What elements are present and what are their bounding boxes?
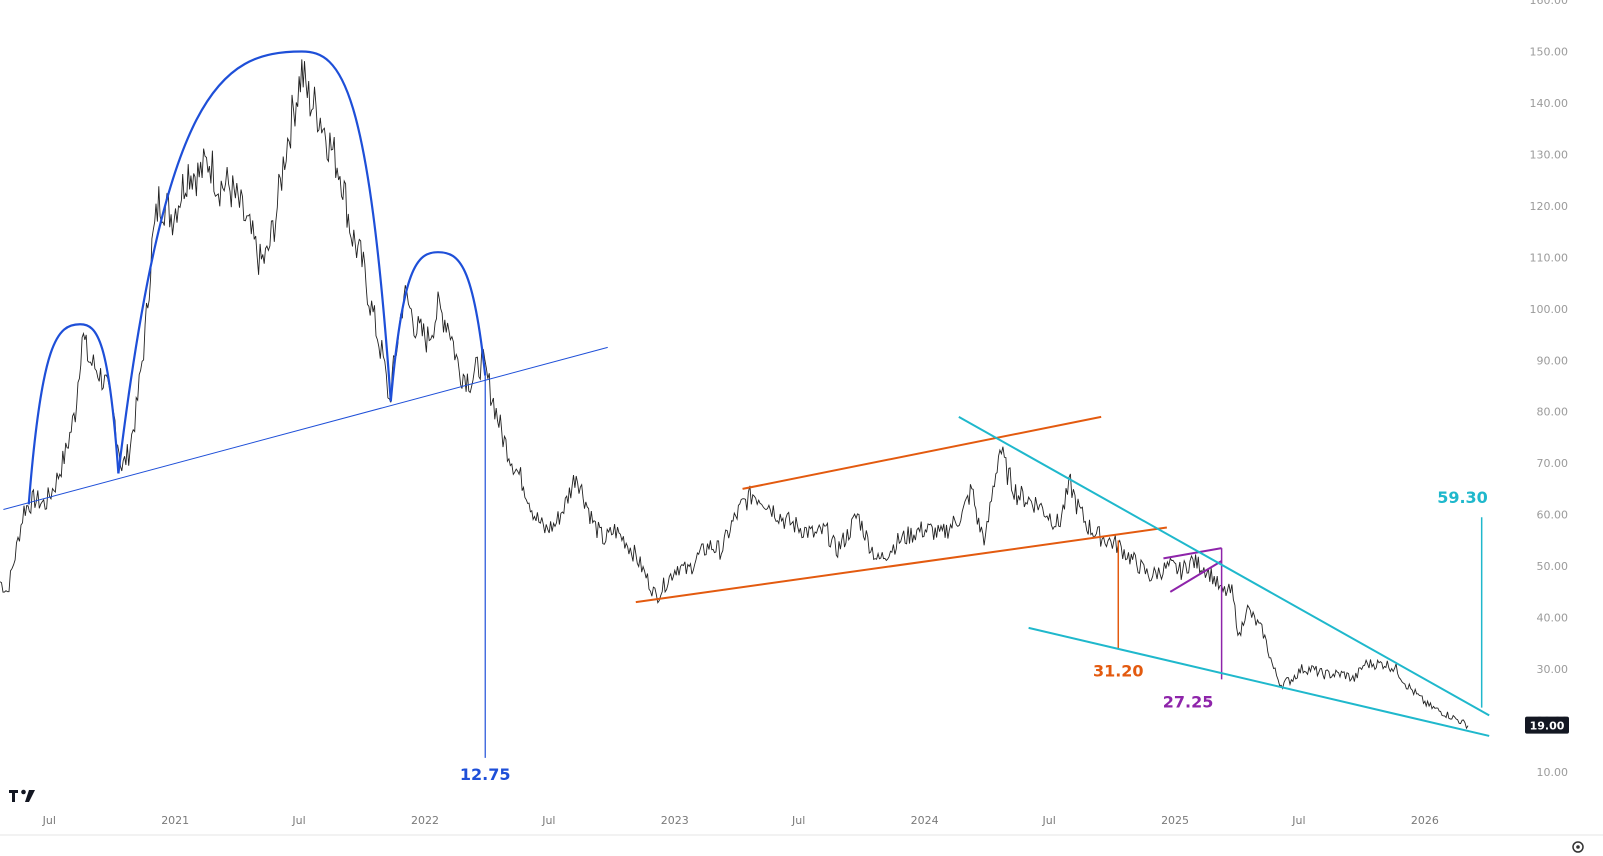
x-tick-label: Jul <box>791 814 805 827</box>
y-tick-label: 10.00 <box>1537 766 1569 779</box>
hs-arc-3[interactable] <box>389 251 487 402</box>
y-tick-label: 50.00 <box>1537 560 1569 573</box>
y-tick-label: 60.00 <box>1537 509 1569 522</box>
hs-neckline[interactable] <box>3 346 608 510</box>
x-tick-label: 2022 <box>411 814 439 827</box>
y-tick-label: 120.00 <box>1530 200 1569 213</box>
channel-upper-line[interactable] <box>742 415 1102 490</box>
price-line <box>0 59 1469 730</box>
x-tick-label: Jul <box>1042 814 1056 827</box>
wedge-lower-line[interactable] <box>1028 626 1490 737</box>
y-tick-label: 90.00 <box>1537 354 1569 367</box>
flag-upper-line[interactable] <box>1163 547 1222 560</box>
y-tick-label: 130.00 <box>1530 148 1569 161</box>
x-tick-label: Jul <box>42 814 56 827</box>
y-tick-label: 80.00 <box>1537 406 1569 419</box>
settings-icon[interactable] <box>1572 841 1584 853</box>
drawings-layer[interactable]: 12.75 31.20 27.25 59.30 <box>3 50 1490 784</box>
x-tick-label: 2026 <box>1411 814 1439 827</box>
y-tick-label: 140.00 <box>1530 97 1569 110</box>
y-tick-label: 70.00 <box>1537 457 1569 470</box>
y-tick-label: 100.00 <box>1530 303 1569 316</box>
x-tick-label: Jul <box>541 814 555 827</box>
x-axis[interactable]: Jul 2021 Jul 2022 Jul 2023 Jul 2024 Jul 2025 Jul 20… <box>42 814 1439 827</box>
x-tick-label: 2024 <box>911 814 939 827</box>
x-tick-label: Jul <box>291 814 305 827</box>
y-tick-label: 150.00 <box>1530 45 1569 58</box>
x-tick-label: 2023 <box>661 814 689 827</box>
y-tick-label: 160.00 <box>1530 0 1569 7</box>
last-price-badge <box>1525 716 1569 734</box>
x-tick-label: 2021 <box>161 814 189 827</box>
hs-arc-2[interactable] <box>117 50 392 474</box>
channel-lower-line[interactable] <box>635 526 1168 604</box>
y-tick-label: 30.00 <box>1537 663 1569 676</box>
channel-target-label[interactable]: 31.20 <box>1093 661 1144 680</box>
flag-target-label[interactable]: 27.25 <box>1163 692 1214 711</box>
y-tick-label: 110.00 <box>1530 251 1569 264</box>
price-series <box>0 59 1469 730</box>
wedge-upper-line[interactable] <box>958 415 1490 717</box>
last-price-label: 19.00 <box>1530 720 1565 733</box>
x-tick-label: 2025 <box>1161 814 1189 827</box>
y-tick-label: 40.00 <box>1537 612 1569 625</box>
wedge-target-label[interactable]: 59.30 <box>1437 488 1488 507</box>
x-tick-label: Jul <box>1291 814 1305 827</box>
y-axis[interactable]: 10.0020.0030.0040.0050.0060.0070.0080.00… <box>1525 0 1569 779</box>
hs-arc-1[interactable] <box>27 323 120 505</box>
flag-lower-line[interactable] <box>1169 560 1223 593</box>
hs-target-label[interactable]: 12.75 <box>460 765 511 784</box>
tradingview-logo <box>9 789 35 802</box>
